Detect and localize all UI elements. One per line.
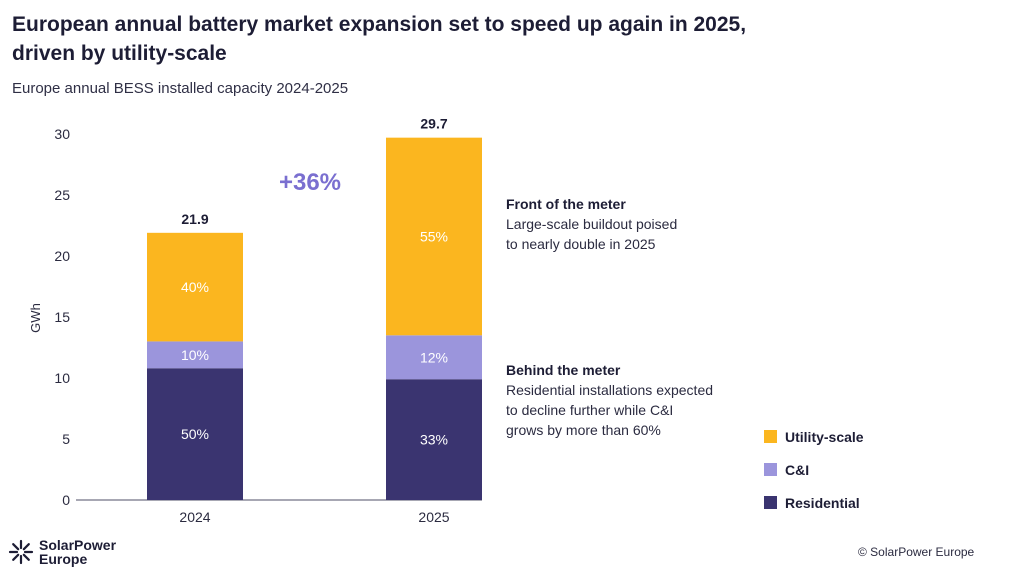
bar-segment-label: 10% [181,347,209,363]
x-tick-label: 2024 [179,509,210,525]
chart-title: European annual battery market expansion… [12,10,912,68]
logo-text: SolarPower Europe [39,537,117,567]
legend-swatch-ci [764,463,777,476]
chart-title-line-2: driven by utility-scale [12,42,227,65]
bar-segment [147,232,243,342]
legend-item-residential: Residential [764,486,864,519]
bar-total-label: 29.7 [420,116,447,132]
bar-segment-label: 12% [420,349,448,365]
y-tick-label: 0 [62,492,70,508]
bar-segment-label: 33% [420,432,448,448]
legend-item-utility-scale: Utility-scale [764,420,864,453]
behind-the-meter-note: Behind the meter Residential installatio… [506,360,713,440]
chart-title-line-1: European annual battery market expansion… [12,13,747,36]
bar-segment [386,379,482,500]
legend-label-residential: Residential [785,494,860,511]
y-tick-label: 10 [54,370,70,386]
legend-swatch-utility-scale [764,430,777,443]
legend-label-ci: C&I [785,461,810,478]
legend: Utility-scale C&I Residential [764,420,864,519]
bar-segment-label: 55% [420,228,448,244]
y-tick-label: 5 [62,431,70,447]
y-tick-label: 15 [54,309,70,325]
bar-segment [147,368,243,500]
behind-the-meter-text: Residential installations expected to de… [506,382,714,438]
y-tick-label: 20 [54,248,70,264]
front-of-meter-note: Front of the meter Large-scale buildout … [506,194,677,254]
bar-segment-label: 40% [181,279,209,295]
copyright-notice: © SolarPower Europe [858,545,975,559]
bar-segment [147,341,243,369]
bar-segment [386,335,482,380]
x-tick-label: 2025 [418,509,449,525]
y-axis-label: GWh [28,303,43,333]
legend-item-ci: C&I [764,453,864,486]
behind-the-meter-heading: Behind the meter [506,362,621,378]
bar-total-label: 21.9 [181,211,208,227]
bar-segment-label: 50% [181,426,209,442]
legend-swatch-residential [764,496,777,509]
chart-subtitle: Europe annual BESS installed capacity 20… [12,80,349,97]
front-of-meter-text: Large-scale buildout poised to nearly do… [506,216,678,252]
growth-label: +36% [279,169,341,196]
legend-label-utility-scale: Utility-scale [785,428,864,445]
y-tick-label: 30 [54,126,70,142]
solarpower-europe-logo: SolarPower Europe [8,538,116,566]
front-of-meter-heading: Front of the meter [506,196,626,212]
y-tick-label: 25 [54,187,70,203]
sunburst-icon [8,539,34,565]
bar-segment [386,137,482,336]
